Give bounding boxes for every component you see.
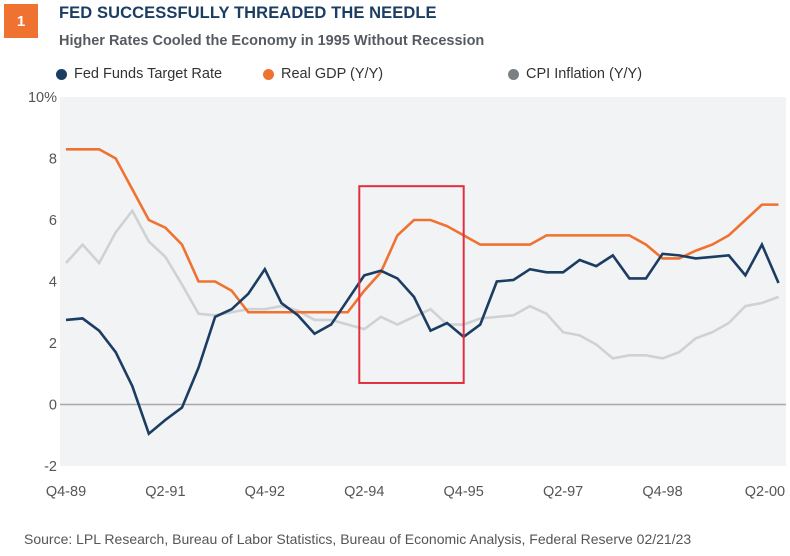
y-tick-label: 4 [49, 275, 57, 291]
chart-subtitle: Higher Rates Cooled the Economy in 1995 … [59, 33, 485, 49]
y-tick-label: 8 [49, 152, 57, 168]
x-tick-label: Q4-95 [444, 484, 484, 500]
legend-dot-gdp-icon [263, 68, 274, 80]
y-tick-label: 10% [28, 90, 57, 106]
source-note: Source: LPL Research, Bureau of Labor St… [24, 531, 692, 547]
y-tick-label: -2 [44, 459, 57, 475]
x-axis-ticks: Q4-89 Q2-91 Q4-92 Q2-94 Q4-95 Q2-97 Q4-98 Q2-00 [46, 484, 785, 500]
legend-label-cpi: CPI Inflation (Y/Y) [526, 66, 643, 82]
x-tick-label: Q2-94 [344, 484, 384, 500]
legend-label-real-gdp: Real GDP (Y/Y) [281, 66, 384, 82]
series-line-fed [65, 241, 780, 436]
highlight-box-1995 [358, 185, 465, 384]
x-tick-label: Q4-92 [245, 484, 285, 500]
chart-legend: Fed Funds Target Rate Real GDP (Y/Y) CPI… [0, 66, 790, 86]
legend-item-cpi: CPI Inflation (Y/Y) [508, 66, 642, 82]
legend-dot-cpi-icon [508, 68, 519, 80]
legend-item-real-gdp: Real GDP (Y/Y) [263, 66, 383, 82]
y-axis-ticks: -2 0 2 4 6 8 10% [28, 90, 57, 475]
x-tick-label: Q4-98 [642, 484, 682, 500]
legend-item-fed-funds: Fed Funds Target Rate [56, 66, 222, 82]
chart-title: FED SUCCESSFULLY THREADED THE NEEDLE [59, 4, 437, 22]
x-tick-label: Q2-00 [745, 484, 785, 500]
x-tick-label: Q2-91 [145, 484, 185, 500]
legend-label-fed-funds: Fed Funds Target Rate [74, 66, 223, 82]
figure-number-badge: 1 [4, 4, 38, 38]
y-tick-label: 2 [49, 336, 57, 352]
x-tick-label: Q4-89 [46, 484, 86, 500]
series-layer [65, 147, 780, 436]
legend-dot-fed-icon [56, 68, 67, 80]
y-tick-label: 0 [49, 398, 57, 414]
plot-area [60, 97, 786, 466]
y-tick-label: 6 [49, 213, 57, 229]
x-tick-label: Q2-97 [543, 484, 583, 500]
